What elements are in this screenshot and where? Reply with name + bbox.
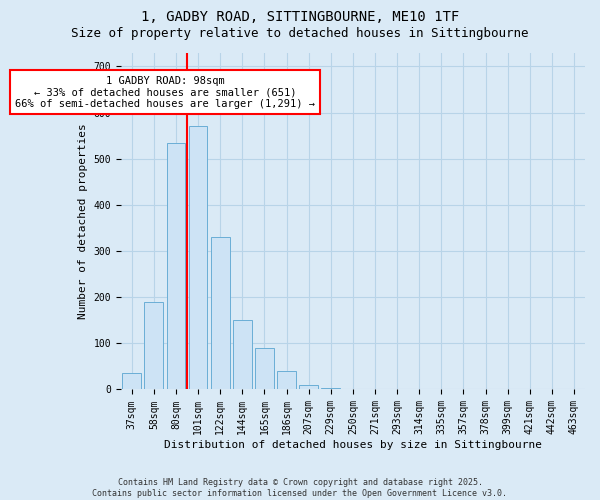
Text: 1 GADBY ROAD: 98sqm
← 33% of detached houses are smaller (651)
66% of semi-detac: 1 GADBY ROAD: 98sqm ← 33% of detached ho… bbox=[15, 76, 315, 109]
Bar bbox=[211, 237, 230, 390]
Bar bbox=[122, 374, 141, 390]
Bar bbox=[188, 126, 208, 390]
Bar bbox=[233, 320, 252, 390]
Bar bbox=[277, 371, 296, 390]
Bar bbox=[255, 348, 274, 390]
Bar bbox=[145, 302, 163, 390]
Bar bbox=[322, 388, 340, 390]
Text: Size of property relative to detached houses in Sittingbourne: Size of property relative to detached ho… bbox=[71, 28, 529, 40]
Bar bbox=[167, 142, 185, 390]
Text: Contains HM Land Registry data © Crown copyright and database right 2025.
Contai: Contains HM Land Registry data © Crown c… bbox=[92, 478, 508, 498]
Text: 1, GADBY ROAD, SITTINGBOURNE, ME10 1TF: 1, GADBY ROAD, SITTINGBOURNE, ME10 1TF bbox=[141, 10, 459, 24]
Bar bbox=[299, 385, 318, 390]
X-axis label: Distribution of detached houses by size in Sittingbourne: Distribution of detached houses by size … bbox=[164, 440, 542, 450]
Y-axis label: Number of detached properties: Number of detached properties bbox=[78, 123, 88, 319]
